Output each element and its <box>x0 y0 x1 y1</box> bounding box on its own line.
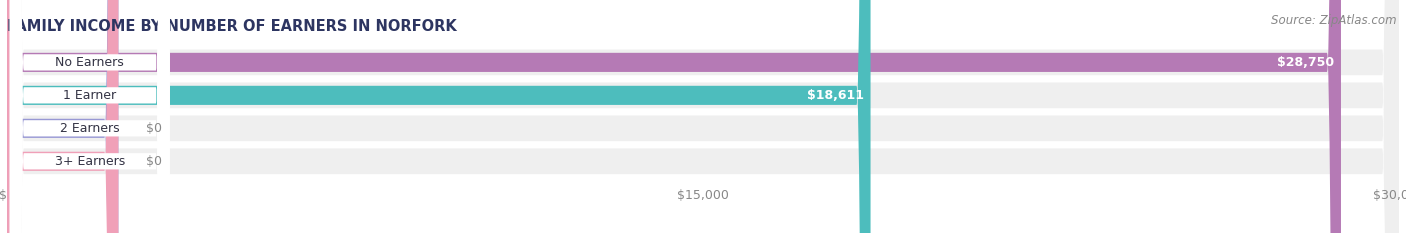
FancyBboxPatch shape <box>10 0 170 233</box>
FancyBboxPatch shape <box>7 0 118 233</box>
Text: No Earners: No Earners <box>55 56 124 69</box>
FancyBboxPatch shape <box>7 0 1399 233</box>
Text: $0: $0 <box>146 122 162 135</box>
FancyBboxPatch shape <box>7 0 118 233</box>
Text: FAMILY INCOME BY NUMBER OF EARNERS IN NORFORK: FAMILY INCOME BY NUMBER OF EARNERS IN NO… <box>7 19 457 34</box>
Text: $18,611: $18,611 <box>807 89 863 102</box>
Text: $28,750: $28,750 <box>1277 56 1334 69</box>
FancyBboxPatch shape <box>10 0 170 233</box>
Text: 2 Earners: 2 Earners <box>60 122 120 135</box>
Text: $0: $0 <box>146 155 162 168</box>
FancyBboxPatch shape <box>7 0 1399 233</box>
FancyBboxPatch shape <box>10 0 170 233</box>
FancyBboxPatch shape <box>7 0 1341 233</box>
Text: 3+ Earners: 3+ Earners <box>55 155 125 168</box>
FancyBboxPatch shape <box>7 0 1399 233</box>
Text: Source: ZipAtlas.com: Source: ZipAtlas.com <box>1271 14 1396 27</box>
Text: 1 Earner: 1 Earner <box>63 89 117 102</box>
FancyBboxPatch shape <box>7 0 1399 233</box>
FancyBboxPatch shape <box>7 0 870 233</box>
FancyBboxPatch shape <box>10 0 170 233</box>
